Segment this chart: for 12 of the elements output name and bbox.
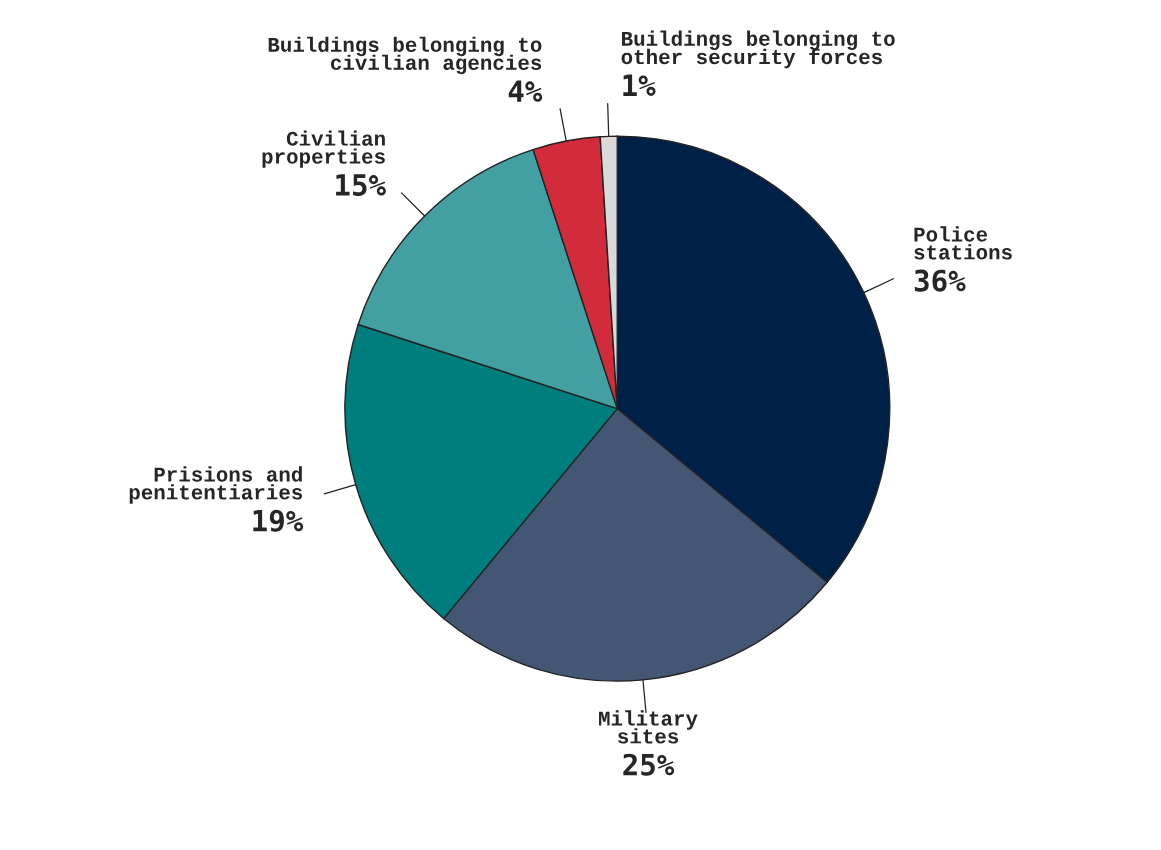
slice-label: Buildings belonging to civilian agencies [268, 36, 542, 75]
data-label: 4% [508, 80, 543, 102]
slice-label: Police stations [914, 226, 1012, 260]
data-label: 25% [623, 753, 675, 776]
slice-label: Military sites [599, 710, 698, 744]
data-label: 36% [914, 269, 966, 292]
slice-label: Prisions and penitentiaries [129, 466, 303, 504]
slice-label: Buildings belonging to other security forces [621, 30, 895, 69]
data-label: 19% [253, 509, 304, 532]
data-label: 1% [623, 74, 656, 96]
data-label: 15% [336, 174, 386, 196]
slice-label: Civilian properties [262, 130, 385, 168]
